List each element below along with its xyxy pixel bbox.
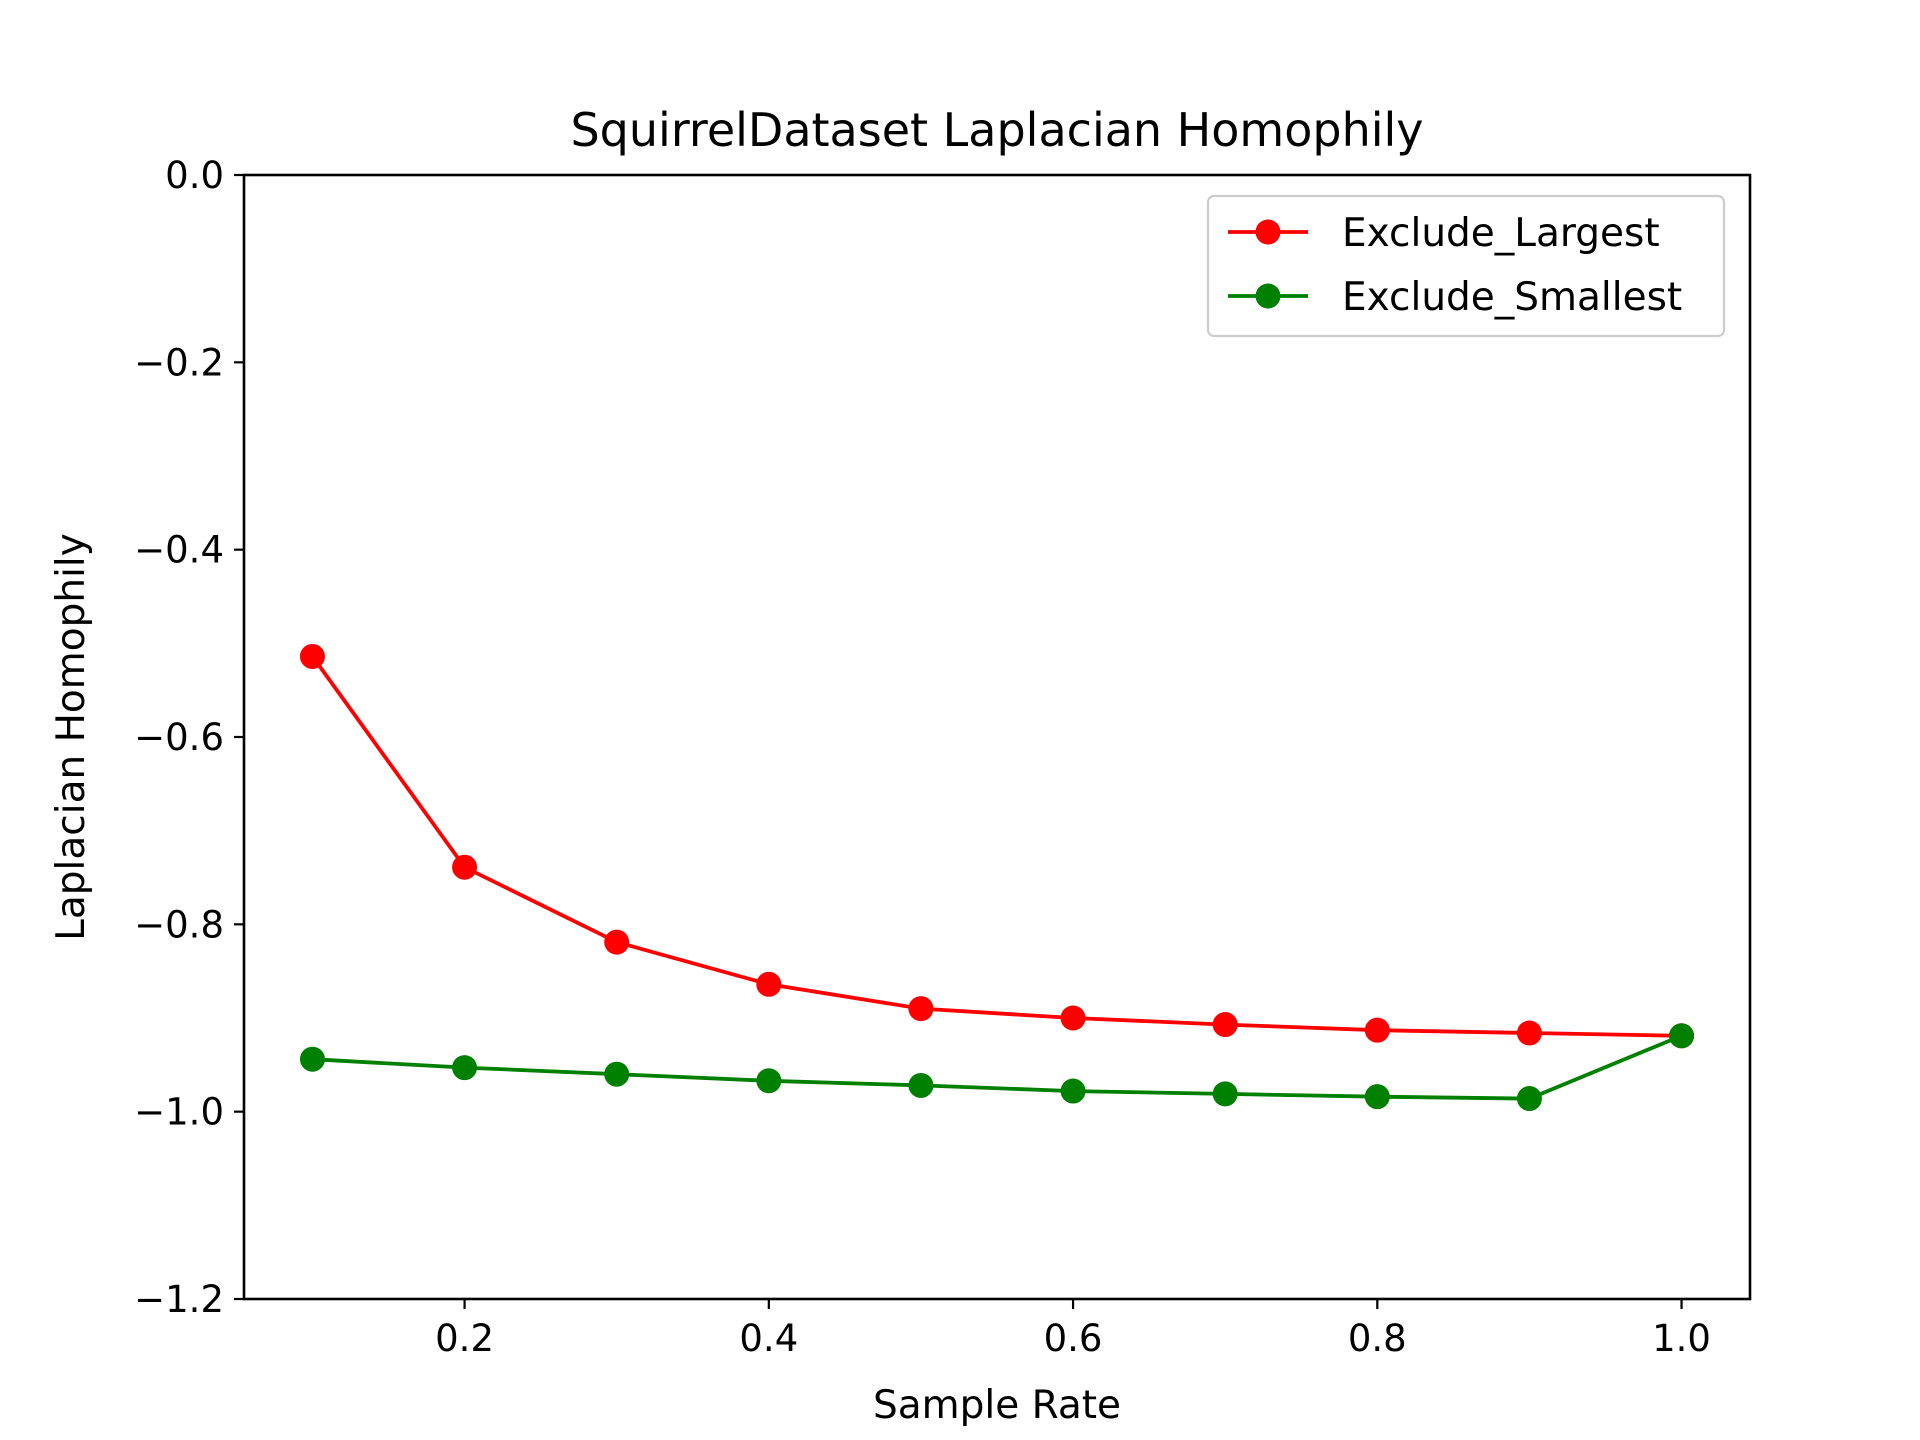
data-point [756, 1068, 782, 1094]
data-point [1060, 1078, 1086, 1104]
y-tick-label: 0.0 [165, 154, 224, 197]
legend-item: Exclude_Smallest [1228, 275, 1682, 320]
series-layer [299, 643, 1695, 1112]
legend-label: Exclude_Largest [1342, 211, 1660, 256]
data-point [299, 1046, 325, 1072]
legend-marker [1255, 219, 1281, 245]
series-line [312, 1034, 1683, 1101]
data-point [604, 929, 630, 955]
legend-item: Exclude_Largest [1228, 211, 1660, 256]
data-point [452, 854, 478, 880]
legend-marker [1255, 283, 1281, 309]
x-tick-label: 0.8 [1348, 1317, 1407, 1360]
y-tick-label: −0.2 [134, 341, 224, 384]
x-tick-label: 1.0 [1652, 1317, 1711, 1360]
series-exclude-largest [299, 643, 1695, 1049]
y-tick-label: −0.4 [134, 529, 224, 572]
y-tick-label: −1.2 [134, 1278, 224, 1321]
y-tick-label: −1.0 [134, 1091, 224, 1134]
data-point [1060, 1005, 1086, 1031]
y-tick-label: −0.6 [134, 716, 224, 759]
legend-label: Exclude_Smallest [1342, 275, 1682, 320]
data-point [1364, 1017, 1390, 1043]
y-tick-label: −0.8 [134, 903, 224, 946]
plot-area-frame [242, 173, 1752, 1301]
data-point [1669, 1023, 1695, 1049]
data-point [1212, 1081, 1238, 1107]
x-tick-label: 0.2 [435, 1317, 494, 1360]
data-point [1212, 1012, 1238, 1038]
legend-box [1206, 194, 1726, 338]
data-point [299, 643, 325, 669]
chart-title: SquirrelDataset Laplacian Homophily [570, 103, 1423, 157]
data-point [908, 996, 934, 1022]
data-point [1516, 1086, 1542, 1112]
data-point [604, 1061, 630, 1087]
data-point [452, 1055, 478, 1081]
data-point [1516, 1020, 1542, 1046]
x-tick-label: 0.6 [1044, 1317, 1103, 1360]
legend: Exclude_Largest Exclude_Smallest [1206, 194, 1726, 338]
series-exclude-smallest [299, 1023, 1695, 1112]
axis-ticks: 0.2 0.4 0.6 0.8 1.0 0.0 −0.2 −0.4 −0.6 −0.8 −1.0 −1… [134, 154, 1711, 1360]
y-axis-label: Laplacian Homophily [49, 533, 94, 941]
series-line [310, 655, 1682, 1038]
x-tick-label: 0.4 [739, 1317, 798, 1360]
x-axis-label: Sample Rate [873, 1383, 1121, 1428]
data-point [908, 1072, 934, 1098]
data-point [1364, 1084, 1390, 1110]
data-point [756, 971, 782, 997]
